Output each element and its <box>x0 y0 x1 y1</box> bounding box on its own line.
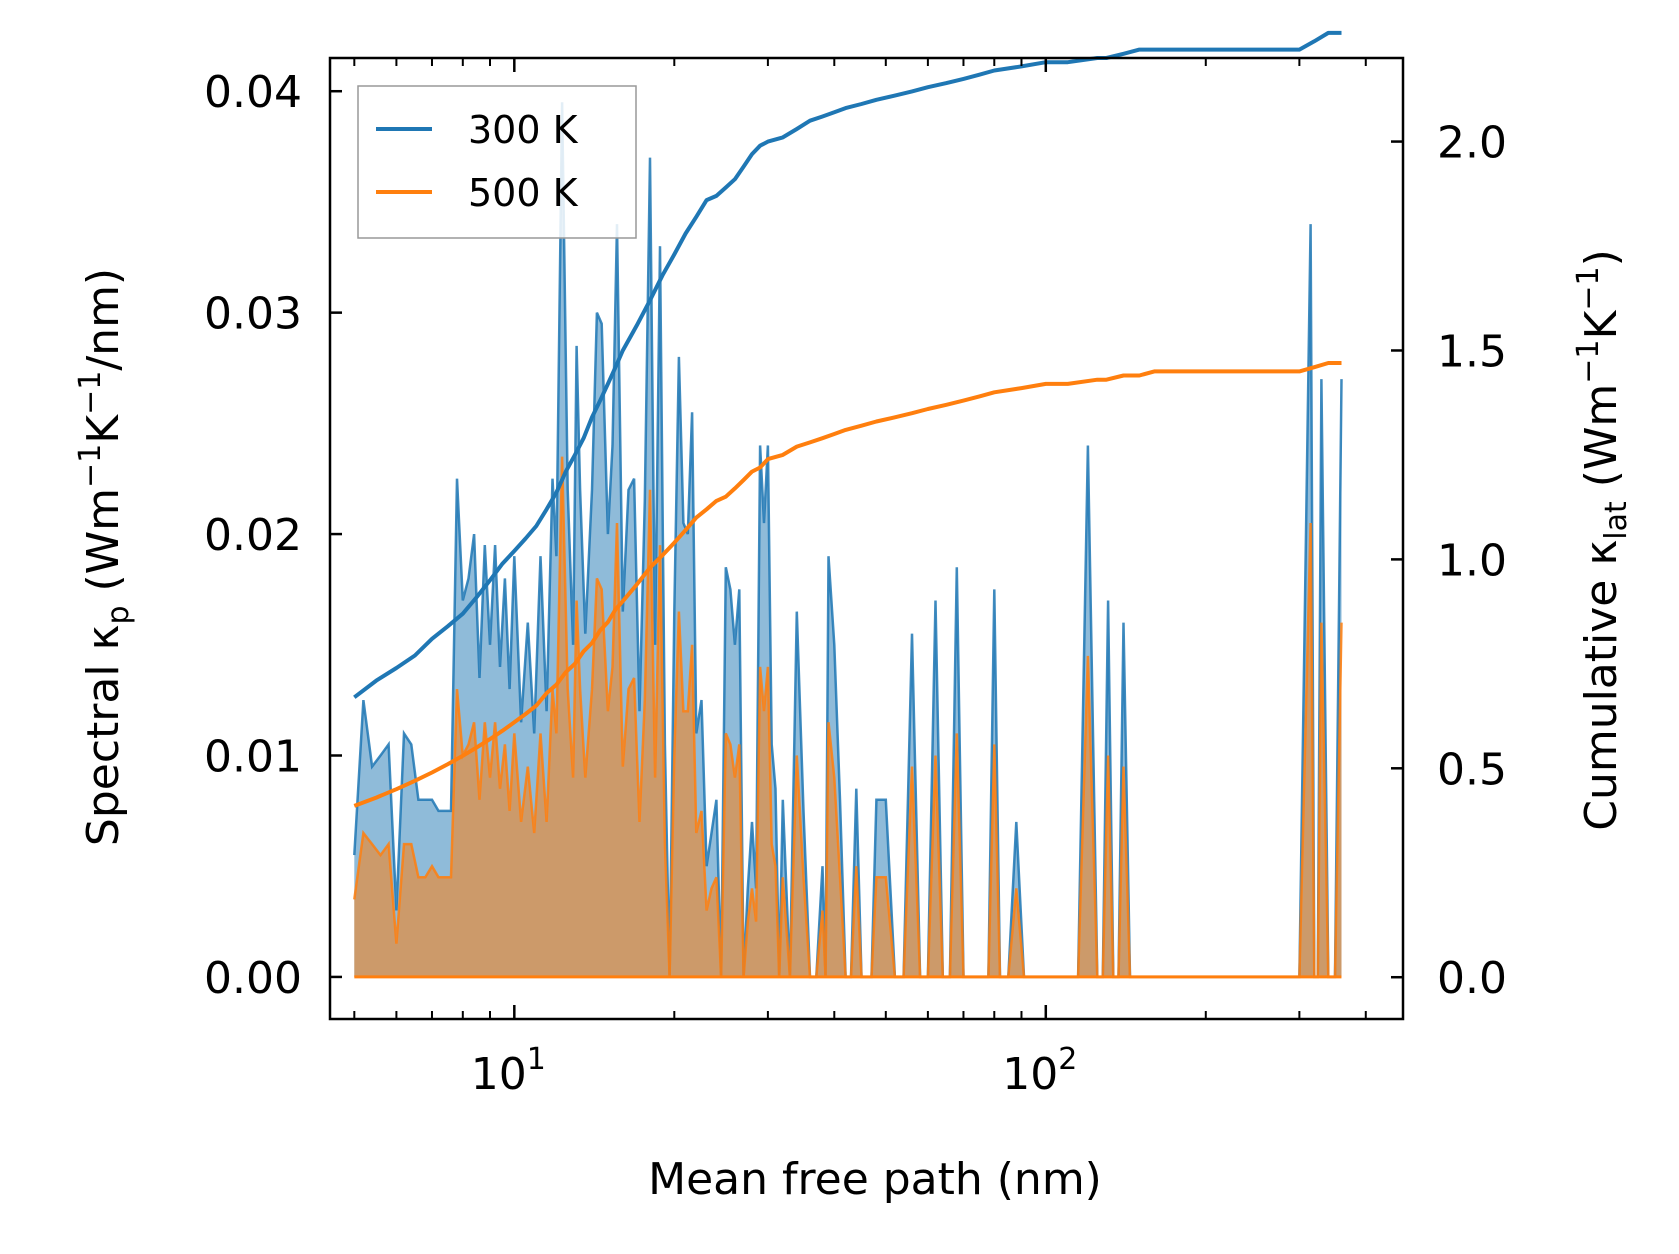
y-left-tick-label: 0.04 <box>204 67 302 118</box>
legend: 300 K 500 K <box>357 85 637 239</box>
plot-frame <box>328 56 1405 1021</box>
legend-label-300k: 300 K <box>468 108 579 152</box>
y-axis-right-label: Cumulative κlat (Wm−1K−1) <box>1571 249 1634 831</box>
axis-ticks: 0.00 0.01 0.02 0.03 0.04 0.0 0.5 1.0 1.5 2.0 101 10… <box>204 58 1507 1100</box>
spectral-fills <box>353 102 1343 979</box>
y-right-tick-label: 0.0 <box>1437 953 1507 1004</box>
y-left-tick-label: 0.01 <box>204 732 302 783</box>
spectral-area-500k <box>354 456 1342 977</box>
x-tick-label: 101 <box>471 1042 546 1100</box>
legend-label-500k: 500 K <box>468 171 579 215</box>
cumulative-line-300k <box>353 30 1342 699</box>
data-lines <box>353 30 1342 808</box>
y-left-tick-label: 0.02 <box>204 510 302 561</box>
cumulative-line-500k <box>353 361 1342 808</box>
y-right-tick-label: 2.0 <box>1437 118 1507 169</box>
x-tick-label: 102 <box>1002 1042 1077 1100</box>
spectral-line-500k <box>353 456 1343 979</box>
y-left-tick-label: 0.00 <box>204 953 302 1004</box>
y-right-tick-label: 0.5 <box>1437 744 1507 795</box>
y-left-tick-label: 0.03 <box>204 289 302 340</box>
x-axis-label: Mean free path (nm) <box>648 1154 1102 1205</box>
legend-box <box>357 85 637 239</box>
y-axis-left-label: Spectral κp (Wm−1K−1/nm) <box>73 268 136 846</box>
y-right-tick-label: 1.0 <box>1437 535 1507 586</box>
y-right-tick-label: 1.5 <box>1437 326 1507 377</box>
